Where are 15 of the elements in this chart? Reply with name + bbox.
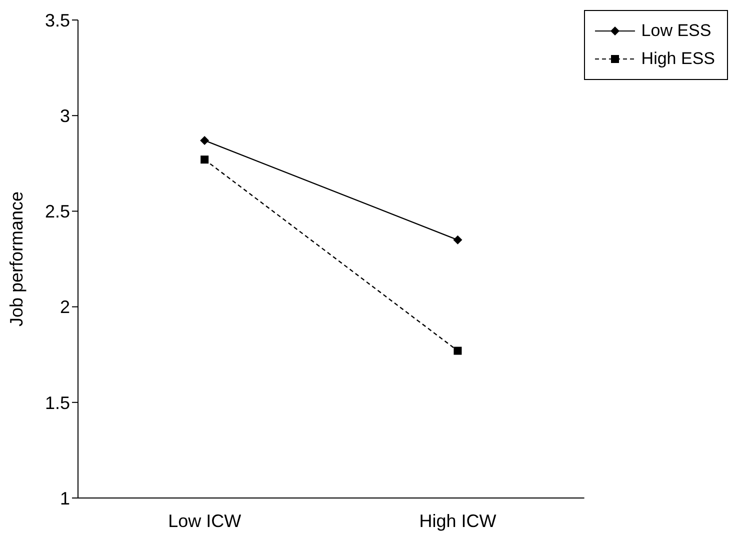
point bbox=[200, 156, 209, 164]
legend-label: High ESS bbox=[641, 49, 715, 69]
x-tick-label: High ICW bbox=[419, 510, 496, 531]
y-axis-title: Job performance bbox=[6, 191, 26, 327]
point bbox=[200, 136, 210, 145]
y-tick-label: 1 bbox=[60, 488, 70, 508]
y-tick-label: 2.5 bbox=[44, 202, 70, 222]
y-tick-label: 3.5 bbox=[44, 10, 70, 30]
y-tick-label: 2 bbox=[60, 297, 70, 318]
y-tick-label: 1.5 bbox=[44, 392, 70, 413]
point bbox=[453, 235, 462, 244]
x-tick-label: Low ICW bbox=[168, 510, 242, 531]
y-tick-label: 3 bbox=[60, 106, 70, 126]
legend-label: Low ESS bbox=[641, 21, 712, 41]
point bbox=[454, 346, 462, 355]
